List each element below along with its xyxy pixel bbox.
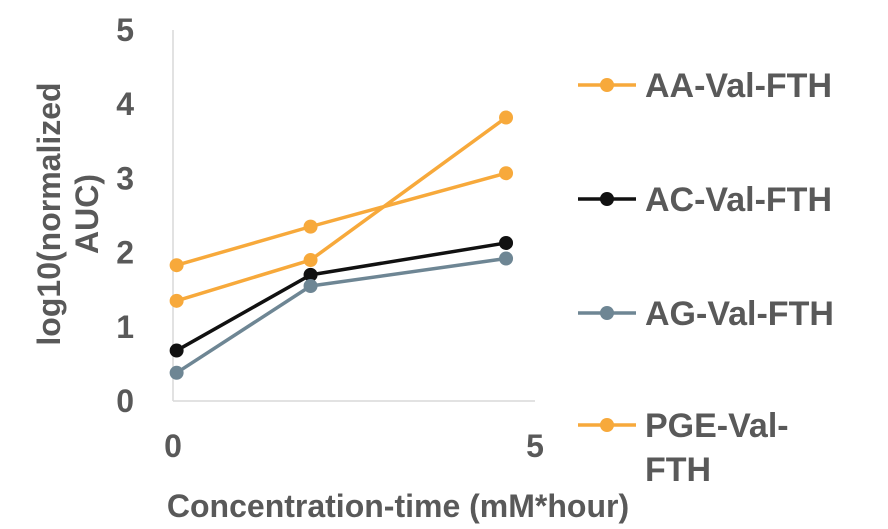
data-point [303, 219, 318, 234]
series-line [175, 241, 507, 353]
data-point [169, 365, 184, 380]
x-tick-label: 5 [526, 428, 544, 464]
data-point [303, 267, 318, 282]
legend-marker [600, 78, 614, 92]
data-point [169, 343, 184, 358]
y-axis-title-line: log10(normalized [31, 82, 67, 345]
y-tick-label: 0 [116, 383, 134, 419]
legend: AA-Val-FTH AC-Val-FTH AG-Val-FTH PGE-Val- FT… [578, 67, 834, 489]
data-point [169, 258, 184, 273]
legend-label-line: AG-Val-FTH [645, 295, 834, 333]
x-axis-title: Concentration-time (mM*hour) [167, 488, 629, 524]
legend-marker [600, 306, 614, 320]
legend-label: AC-Val-FTH [645, 181, 832, 219]
data-point [499, 235, 514, 250]
data-point [303, 253, 318, 268]
legend-label-line: AC-Val-FTH [645, 181, 832, 219]
legend-label-line: FTH [645, 451, 711, 489]
legend-marker [600, 418, 614, 432]
y-tick-label: 3 [116, 160, 134, 196]
plot-area [169, 110, 514, 380]
y-tick-label: 1 [116, 309, 134, 345]
x-tick-label: 0 [164, 428, 182, 464]
legend-label: AA-Val-FTH [645, 67, 832, 105]
data-point [303, 278, 318, 293]
data-point [499, 166, 514, 181]
y-tick-label: 4 [116, 86, 134, 122]
legend-label: PGE-Val- FTH [645, 407, 789, 489]
data-point [499, 251, 514, 266]
legend-label: AG-Val-FTH [645, 295, 834, 333]
y-tick-label: 2 [116, 235, 134, 271]
y-axis-title-line: AUC) [69, 174, 105, 254]
legend-label-line: PGE-Val- [645, 407, 789, 445]
y-tick-label: 5 [116, 12, 134, 48]
data-point [499, 110, 514, 125]
legend-label-line: AA-Val-FTH [645, 67, 832, 105]
legend-marker [600, 192, 614, 206]
axes: 0 1 2 3 4 5 0 5 Concentration-time (mM*hour) log1… [31, 12, 629, 524]
data-point [169, 293, 184, 308]
y-axis-title: log10(normalizedAUC) [31, 82, 105, 345]
series-line [176, 116, 508, 303]
series-line [175, 256, 507, 375]
